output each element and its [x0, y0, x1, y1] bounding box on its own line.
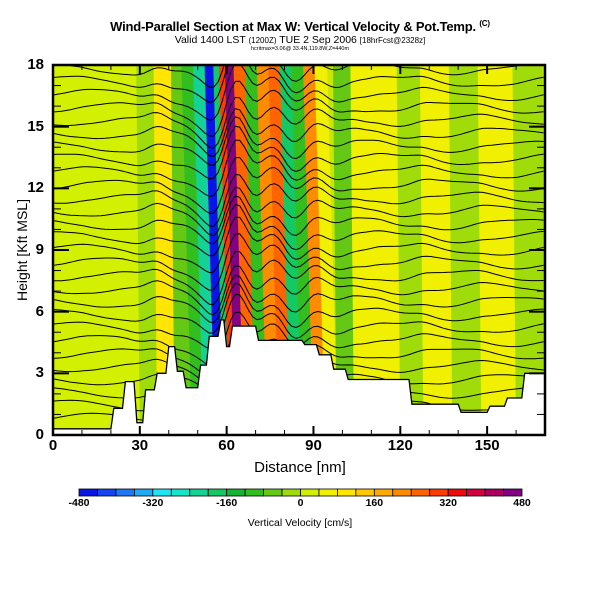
- velocity-band: [136, 65, 159, 435]
- theta-contour-line: [53, 186, 544, 237]
- colorbar: [78, 488, 523, 497]
- theta-contour-line: [53, 108, 544, 157]
- theta-contour-line: [53, 174, 544, 228]
- colorbar-segment: [447, 488, 468, 497]
- theta-contour-line: [53, 293, 544, 350]
- velocity-band: [153, 65, 176, 435]
- x-axis-label: Distance [nm]: [254, 459, 346, 476]
- theta-contour-line: [53, 65, 544, 121]
- valid-date-text: TUE 2 Sep 2006: [279, 34, 357, 46]
- terrain-outline: [53, 319, 545, 435]
- valid-utc-text: (1200Z): [248, 36, 277, 45]
- colorbar-segment: [392, 488, 412, 497]
- theta-contour-line: [53, 216, 544, 274]
- theta-contour-line: [53, 65, 544, 103]
- velocity-band: [78, 65, 112, 435]
- copyright-mark: (C): [479, 19, 490, 28]
- vertical-velocity-field: [53, 65, 545, 435]
- forecast-hour-text: [18hrFcst@2328z]: [359, 36, 426, 45]
- hcrit-max-line: hcritmax=3.06@ 33.4N,119.8W,Z=440m: [250, 46, 350, 52]
- colorbar-segment: [152, 488, 172, 497]
- colorbar-segment: [355, 488, 375, 497]
- colorbar-segment: [78, 488, 98, 497]
- theta-contour-line: [53, 265, 544, 316]
- theta-contour-line: [53, 116, 544, 166]
- colorbar-tick-label: -320: [142, 497, 164, 509]
- colorbar-segment: [170, 488, 191, 497]
- colorbar-segment: [484, 488, 504, 497]
- theta-contour-line: [53, 282, 544, 334]
- axis-ticks: [52, 64, 546, 436]
- colorbar-segment: [115, 488, 135, 497]
- theta-contour-line: [53, 80, 544, 137]
- colorbar-tick-label: -160: [216, 497, 238, 509]
- theta-contour-line: [53, 203, 544, 257]
- velocity-band: [333, 65, 355, 435]
- theta-contour-line: [53, 274, 544, 324]
- x-tick-label: 120: [387, 437, 413, 454]
- x-tick-label: 0: [48, 437, 58, 454]
- velocity-band: [107, 65, 141, 435]
- colorbar-segment: [263, 488, 283, 497]
- colorbar-segment: [466, 488, 486, 497]
- chart-title-text: Wind-Parallel Section at Max W: Vertical…: [110, 19, 476, 34]
- colorbar-segment: [429, 488, 449, 497]
- velocity-band: [396, 65, 425, 435]
- theta-contour-line: [53, 195, 544, 245]
- theta-contour-line: [53, 156, 544, 214]
- velocity-band: [314, 65, 338, 435]
- colorbar-title: Vertical Velocity [cm/s]: [247, 517, 353, 529]
- velocity-band: [419, 65, 454, 435]
- x-tick-label: 90: [305, 437, 322, 454]
- y-tick-label: 6: [35, 302, 44, 320]
- colorbar-segment: [189, 488, 209, 497]
- x-tick-label: 150: [474, 437, 500, 454]
- x-tick-label: 30: [131, 437, 149, 454]
- velocity-band: [477, 65, 518, 435]
- y-axis-label: Height [Kft MSL]: [14, 199, 30, 301]
- velocity-band: [302, 65, 327, 435]
- colorbar-segment: [133, 488, 154, 497]
- colorbar-segment: [207, 488, 228, 497]
- colorbar-segment: [318, 488, 338, 497]
- colorbar-segment: [244, 488, 264, 497]
- theta-contour-line: [53, 125, 544, 180]
- chart-title: Wind-Parallel Section at Max W: Vertical…: [0, 19, 600, 34]
- colorbar-segment: [97, 488, 117, 497]
- colorbar-segment: [373, 488, 394, 497]
- terrain-mask: [53, 319, 545, 435]
- velocity-band: [512, 65, 545, 435]
- colorbar-segment: [281, 488, 301, 497]
- colorbar-segment: [410, 488, 431, 497]
- y-tick-label: 3: [35, 364, 44, 382]
- colorbar-segment: [337, 488, 357, 497]
- colorbar-segment: [226, 488, 246, 497]
- theta-contour-line: [61, 65, 527, 88]
- colorbar-tick-label: 480: [513, 497, 531, 509]
- theta-contour-line: [53, 233, 544, 291]
- colorbar-segment: [503, 488, 523, 497]
- y-tick-label: 18: [27, 56, 44, 73]
- theta-contour-line: [53, 96, 544, 149]
- y-tick-label: 9: [35, 241, 44, 258]
- valid-time-text: Valid 1400 LST: [174, 34, 246, 46]
- colorbar-tick-label: -480: [68, 497, 90, 509]
- x-tick-label: 60: [218, 437, 235, 454]
- colorbar-tick-label: 320: [439, 497, 457, 509]
- colorbar-tick-label: 0: [297, 497, 304, 509]
- y-tick-label: 12: [27, 179, 44, 197]
- colorbar-segment: [300, 488, 320, 497]
- valid-time-line: Valid 1400 LST (1200Z) TUE 2 Sep 2006 [1…: [0, 34, 600, 46]
- colorbar-tick-label: 160: [365, 497, 384, 509]
- theta-contour-line: [53, 250, 544, 306]
- velocity-band: [448, 65, 483, 435]
- y-tick-label: 0: [35, 426, 44, 443]
- velocity-band: [373, 65, 402, 435]
- theta-contour-line: [53, 139, 544, 197]
- y-tick-label: 15: [27, 117, 44, 135]
